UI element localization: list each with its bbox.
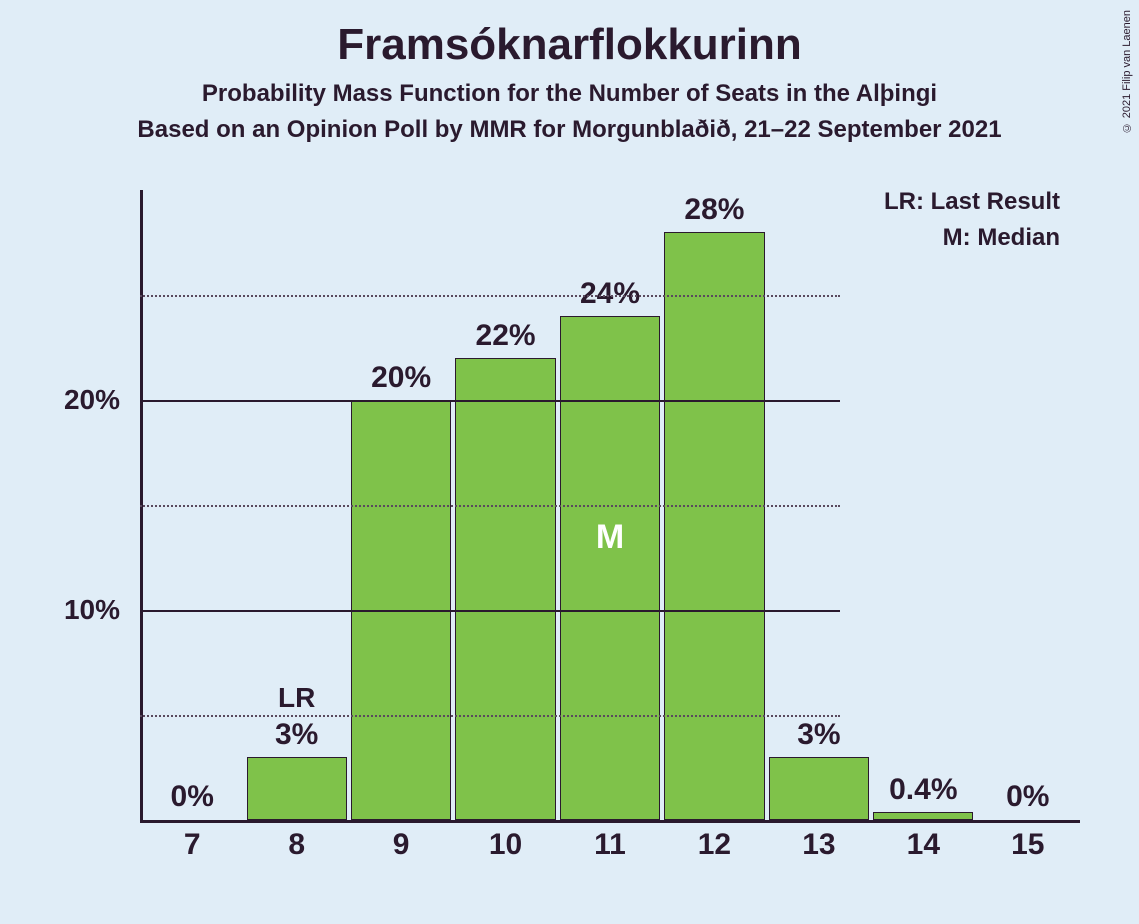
gridline-minor	[140, 715, 840, 717]
bar-value-label: 0.4%	[874, 773, 972, 807]
bar-value-label: 0%	[978, 780, 1078, 814]
x-tick-label: 15	[978, 828, 1078, 862]
bar-value-label: 20%	[352, 361, 450, 395]
x-tick-label: 14	[873, 828, 973, 862]
x-tick-label: 13	[769, 828, 869, 862]
bar: 22%	[455, 358, 555, 820]
copyright-text: © 2021 Filip van Laenen	[1121, 10, 1133, 133]
chart-container: LR: Last Result M: Median 0%3%LR20%22%24…	[60, 180, 1100, 880]
bar-value-label: 3%	[248, 718, 346, 752]
gridline-minor	[140, 505, 840, 507]
gridline-major	[140, 610, 840, 612]
gridline-minor	[140, 295, 840, 297]
chart-source: Based on an Opinion Poll by MMR for Morg…	[0, 116, 1139, 144]
chart-title: Framsóknarflokkurinn	[0, 20, 1139, 70]
bar: 3%	[769, 757, 869, 820]
last-result-marker: LR	[248, 682, 346, 714]
y-tick-label: 10%	[20, 594, 120, 626]
bar: 3%LR	[247, 757, 347, 820]
x-tick-label: 10	[456, 828, 556, 862]
bar-value-label: 22%	[456, 319, 554, 353]
bar: 28%	[664, 232, 764, 820]
x-axis	[140, 820, 1080, 823]
bar-value-label: 0%	[142, 780, 242, 814]
x-tick-label: 7	[142, 828, 242, 862]
bar-value-label: 28%	[665, 193, 763, 227]
bar: 0.4%	[873, 812, 973, 820]
x-tick-label: 8	[247, 828, 347, 862]
chart-subtitle: Probability Mass Function for the Number…	[0, 80, 1139, 108]
x-tick-label: 11	[560, 828, 660, 862]
y-tick-label: 20%	[20, 384, 120, 416]
bar: 24%M	[560, 316, 660, 820]
title-block: Framsóknarflokkurinn Probability Mass Fu…	[0, 0, 1139, 144]
gridline-major	[140, 400, 840, 402]
x-tick-label: 12	[664, 828, 764, 862]
x-tick-label: 9	[351, 828, 451, 862]
bar-value-label: 24%	[561, 277, 659, 311]
median-marker: M	[561, 518, 659, 557]
bar-value-label: 3%	[770, 718, 868, 752]
